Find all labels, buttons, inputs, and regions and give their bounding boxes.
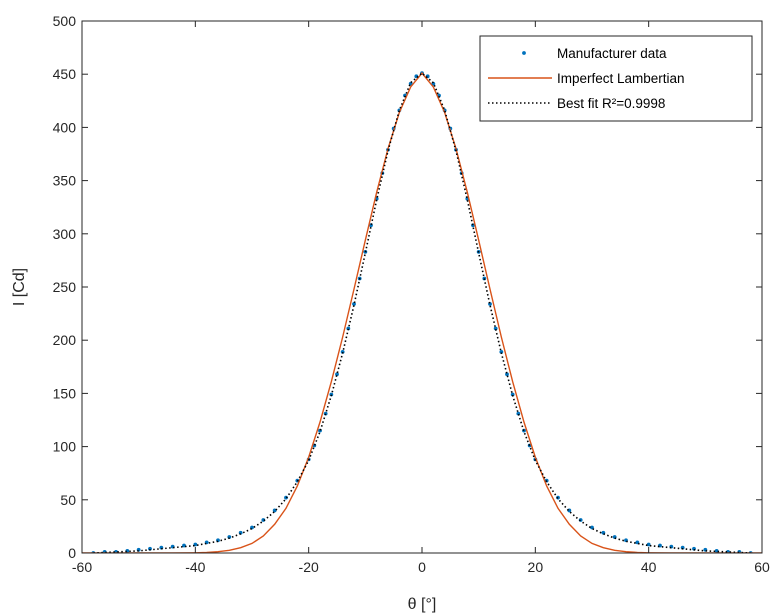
y-tick-label: 300 xyxy=(53,226,77,242)
data-point xyxy=(510,392,515,397)
data-point xyxy=(340,350,345,354)
data-point xyxy=(182,543,186,548)
series-2 xyxy=(82,72,762,553)
x-tick-label: -20 xyxy=(299,559,319,575)
y-axis-label: I [Cd] xyxy=(11,268,28,306)
x-tick-label: 60 xyxy=(754,559,770,575)
x-axis-label: θ [°] xyxy=(408,596,437,613)
x-tick-label: 40 xyxy=(641,559,657,575)
legend-entry: Imperfect Lambertian xyxy=(557,71,685,86)
y-tick-label: 0 xyxy=(68,545,76,561)
y-tick-label: 450 xyxy=(53,66,77,82)
y-tick-label: 250 xyxy=(53,279,77,295)
y-tick-label: 400 xyxy=(53,119,77,135)
axes: -60 -40 -20 0 20 40 60 0 50 100 150 200 250 300 350 400… xyxy=(53,13,770,575)
data-point xyxy=(499,350,504,354)
y-tick-label: 350 xyxy=(53,173,77,189)
x-tick-label: 0 xyxy=(418,559,426,575)
y-tick-label: 100 xyxy=(53,439,77,455)
data-point xyxy=(680,545,685,550)
y-tick-label: 500 xyxy=(53,13,77,29)
data-point xyxy=(148,546,152,551)
legend-entry: Manufacturer data xyxy=(557,46,667,61)
y-tick-label: 200 xyxy=(53,332,77,348)
data-point xyxy=(346,326,351,331)
x-tick-label: -40 xyxy=(185,559,205,575)
data-point xyxy=(646,542,651,547)
legend-entry: Best fit R²=0.9998 xyxy=(557,96,665,111)
data-point xyxy=(493,326,498,331)
legend: Manufacturer data Imperfect Lambertian Bes… xyxy=(479,35,753,122)
y-tick-label: 50 xyxy=(60,492,76,508)
x-tick-label: -60 xyxy=(72,559,92,575)
lambertian-line xyxy=(82,72,762,553)
y-tick-label: 150 xyxy=(53,385,77,401)
legend-dot xyxy=(522,51,526,55)
data-point xyxy=(114,550,118,553)
data-point xyxy=(329,392,334,397)
plot-area xyxy=(82,71,762,553)
legend-swatch-1 xyxy=(522,51,526,55)
x-tick-label: 20 xyxy=(528,559,544,575)
